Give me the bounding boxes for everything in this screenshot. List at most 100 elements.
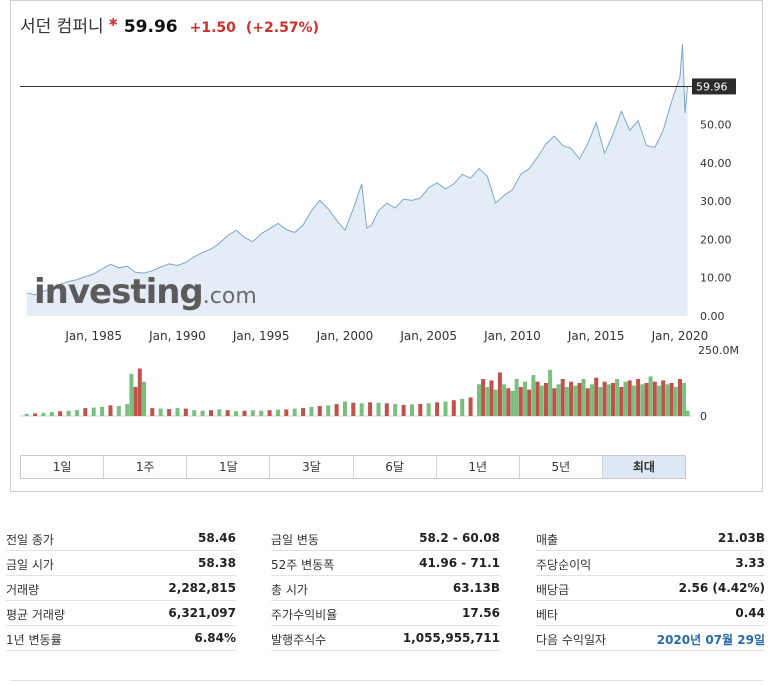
stat-label: 발행주식수: [271, 633, 327, 647]
volume-bar: [665, 384, 670, 416]
volume-bar: [41, 412, 46, 416]
range-button[interactable]: 5년: [519, 456, 603, 478]
x-tick-label: Jan, 1985: [64, 329, 122, 343]
volume-bar: [652, 381, 657, 416]
alert-star-icon[interactable]: ✱: [108, 16, 118, 29]
volume-bar: [234, 411, 239, 416]
volume-bar: [636, 379, 641, 416]
volume-bar: [158, 408, 163, 416]
logo-domain: .com: [202, 284, 257, 309]
range-button[interactable]: 3달: [270, 456, 354, 478]
volume-bar: [682, 383, 687, 416]
volume-bar: [376, 402, 381, 416]
volume-bar: [510, 390, 515, 416]
chart-svg[interactable]: 59.96 0.00 10.00 20.00 30.00 40.00 50.00 Jan, 1…: [20, 44, 773, 444]
stat-value: 58.2 - 60.08: [419, 531, 500, 545]
stat-value: 21.03B: [717, 531, 765, 545]
volume-bar: [485, 387, 490, 416]
stat-label: 베타: [536, 608, 559, 622]
range-button[interactable]: 1일: [21, 456, 105, 478]
range-button[interactable]: 6달: [353, 456, 437, 478]
volume-bar: [468, 397, 473, 416]
volume-bar: [66, 410, 71, 416]
volume-bar: [564, 387, 569, 416]
stat-label: 금일 시가: [6, 558, 54, 572]
volume-bar: [359, 403, 364, 416]
volume-bar: [401, 404, 406, 416]
volume-bar: [514, 379, 519, 416]
volume-bar: [535, 381, 540, 416]
volume-bar: [183, 408, 188, 416]
volume-bar: [644, 383, 649, 416]
volume-bar: [142, 381, 146, 416]
price-change-percent: (+2.57%): [245, 20, 319, 36]
volume-bar: [108, 405, 113, 416]
volume-bar: [502, 384, 507, 416]
range-button[interactable]: 1달: [187, 456, 271, 478]
volume-bar: [577, 383, 582, 416]
x-tick-label: Jan, 1995: [232, 329, 290, 343]
volume-bar: [209, 410, 213, 416]
quote-header: 서던 컴퍼니 ✱ 59.96 +1.50 (+2.57%): [20, 12, 319, 40]
range-button[interactable]: 1년: [436, 456, 520, 478]
stat-row: 주당순이익 3.33: [536, 551, 765, 576]
volume-bar: [611, 383, 615, 416]
range-button[interactable]: 최대: [602, 456, 685, 478]
volume-bar: [657, 385, 661, 416]
volume-bar: [75, 410, 79, 416]
volume-bar: [326, 405, 331, 416]
stat-row: 주가수익비율 17.56: [271, 601, 500, 626]
volume-bar: [435, 402, 440, 416]
volume-bar: [259, 410, 264, 416]
stat-value: 2.56 (4.42%): [678, 581, 765, 595]
volume-bar: [33, 413, 38, 416]
stat-label: 총 시가: [271, 583, 308, 597]
stat-label: 금일 변동: [271, 533, 319, 547]
volume-bar: [125, 404, 130, 416]
volume-bar: [393, 404, 398, 416]
volume-bar: [334, 404, 339, 416]
range-button[interactable]: 1주: [104, 456, 188, 478]
volume-bar: [623, 381, 628, 416]
volume-bar: [602, 381, 607, 416]
volume-bar: [267, 410, 272, 416]
stat-label: 1년 변동률: [6, 633, 62, 647]
volume-bar: [451, 400, 456, 416]
volume-bar: [343, 401, 347, 416]
stat-value: 17.56: [462, 606, 500, 620]
last-price: 59.96: [123, 17, 178, 37]
stat-label: 평균 거래량: [6, 608, 66, 622]
volume-bar: [506, 388, 511, 416]
volume-bar: [49, 412, 54, 416]
x-tick-label: Jan, 1990: [148, 329, 206, 343]
volume-bar: [58, 411, 63, 416]
top-divider: [10, 0, 763, 1]
chart-box-left-border: [10, 0, 11, 492]
next-earnings-date-link[interactable]: 2020년 07월 29일: [656, 633, 765, 647]
price-chart[interactable]: 59.96 0.00 10.00 20.00 30.00 40.00 50.00 Jan, 1…: [20, 44, 773, 444]
volume-bar: [309, 406, 314, 416]
stat-row: 배당금 2.56 (4.42%): [536, 576, 765, 601]
volume-bar: [606, 384, 611, 416]
stat-value: 41.96 - 71.1: [419, 556, 500, 570]
x-tick-label: Jan, 2000: [316, 329, 374, 343]
stat-value: 6.84%: [194, 631, 236, 645]
volume-bar: [560, 379, 565, 416]
stat-value: 1,055,955,711: [402, 631, 500, 645]
y-tick-label: 10.00: [700, 272, 732, 285]
price-line: [26, 44, 688, 296]
stat-row: 금일 변동 58.2 - 60.08: [271, 526, 500, 551]
volume-bar: [548, 369, 553, 416]
volume-bar: [133, 387, 138, 416]
stat-label: 52주 변동폭: [271, 558, 335, 572]
volume-bar: [544, 383, 548, 416]
volume-bar: [661, 380, 666, 416]
volume-bar: [539, 385, 544, 416]
volume-bar: [175, 408, 180, 416]
stat-label: 거래량: [6, 583, 40, 597]
volume-bar: [569, 381, 574, 416]
y-tick-label: 20.00: [700, 233, 732, 246]
volume-bar: [678, 379, 682, 416]
volume-bar: [24, 413, 29, 416]
volume-bar: [167, 409, 172, 416]
